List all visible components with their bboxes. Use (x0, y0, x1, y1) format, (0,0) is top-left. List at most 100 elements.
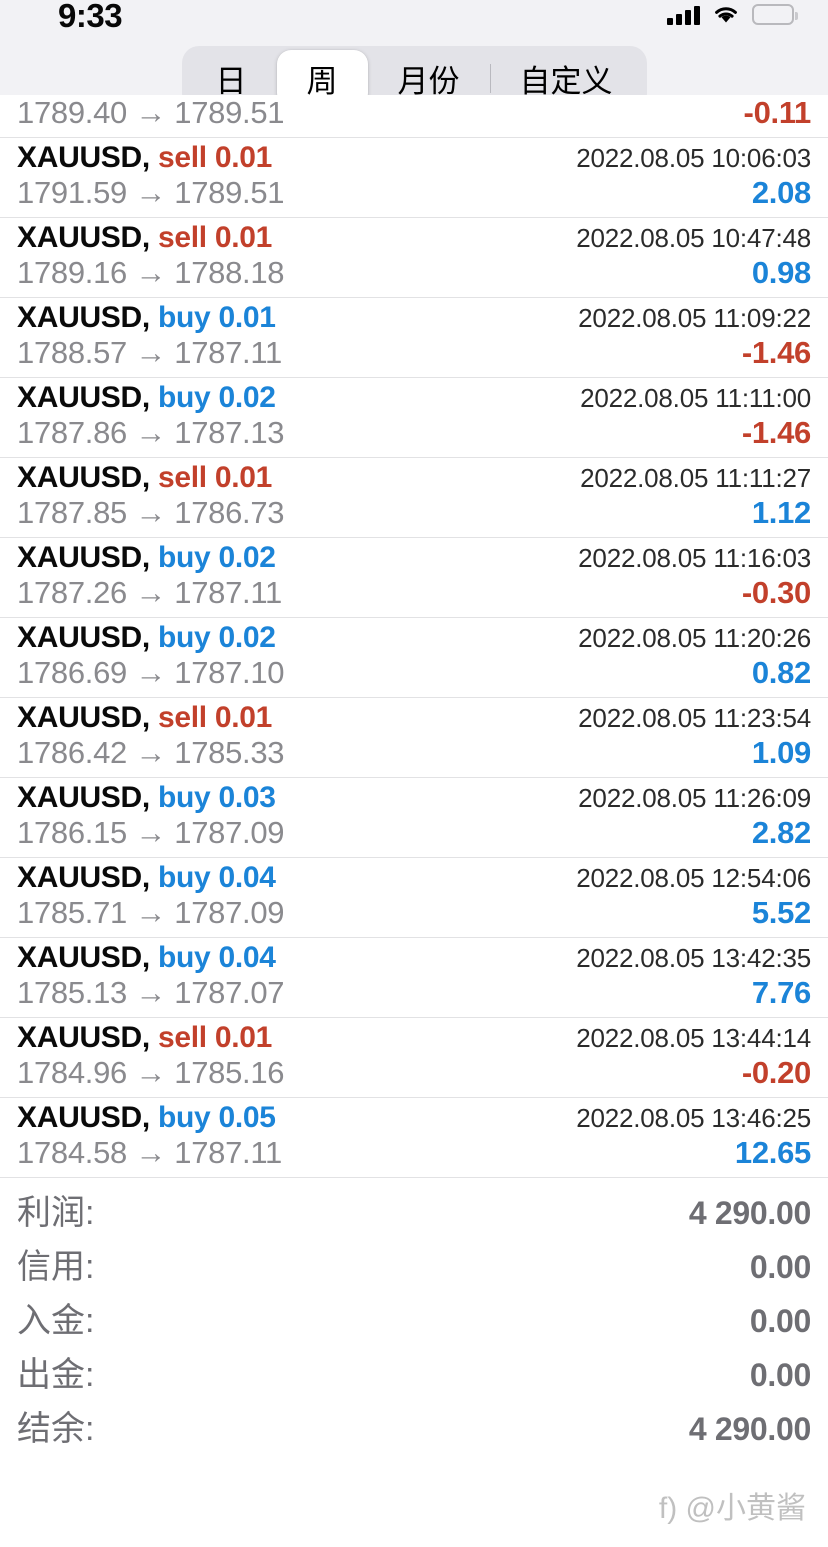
deal-datetime: 2022.08.05 12:54:06 (576, 863, 811, 893)
summary-value: 4 290.00 (688, 1411, 811, 1447)
deal-profit: 0.98 (751, 255, 811, 290)
deal-datetime: 2022.08.05 11:09:22 (578, 303, 811, 333)
deal-row[interactable]: XAUUSD, buy 0.02 2022.08.05 11:16:03 1787.… (0, 538, 828, 618)
deal-row-header: XAUUSD, sell 0.01 2022.08.05 10:06:03 (17, 141, 811, 175)
deal-row[interactable]: XAUUSD, buy 0.04 2022.08.05 12:54:06 1785.… (0, 858, 828, 938)
status-bar-indicators (667, 4, 798, 25)
deal-price-range: 1787.86 → 1787.13 (17, 415, 285, 450)
summary-row: 入金: 0.00 (17, 1290, 811, 1344)
deal-row-prices: 1785.71 → 1787.09 5.52 (17, 895, 811, 931)
deal-side-volume: buy 0.02 (157, 381, 276, 414)
watermark: f) @小黄酱 (658, 1492, 806, 1525)
deal-price-range: 1784.96 → 1785.16 (17, 1055, 285, 1090)
deal-row-prices: 1787.86 → 1787.13 -1.46 (17, 415, 811, 451)
deal-price-range: 1786.69 → 1787.10 (17, 655, 285, 690)
deal-side-volume: sell 0.01 (157, 221, 273, 254)
deal-datetime: 2022.08.05 11:11:00 (580, 383, 811, 413)
deal-row[interactable]: XAUUSD, sell 0.01 2022.08.05 11:11:27 1787… (0, 458, 828, 538)
deal-datetime: 2022.08.05 11:26:09 (578, 783, 811, 813)
deal-profit: 5.52 (751, 895, 811, 930)
period-segmented-control[interactable]: 日 周 月份 自定义 (181, 46, 647, 111)
deal-row[interactable]: XAUUSD, buy 0.03 2022.08.05 11:26:09 1786.… (0, 778, 828, 858)
deal-symbol: XAUUSD, (17, 381, 150, 414)
summary-row: 结余: 4 290.00 (17, 1398, 811, 1452)
summary-value: 0.00 (749, 1303, 811, 1339)
summary-row: 利润: 4 290.00 (17, 1182, 811, 1236)
deal-datetime: 2022.08.05 13:42:35 (576, 943, 811, 973)
deal-symbol-side: XAUUSD, buy 0.02 (17, 621, 276, 655)
deal-row[interactable]: XAUUSD, buy 0.02 2022.08.05 11:11:00 1787.… (0, 378, 828, 458)
deal-symbol: XAUUSD, (17, 781, 150, 814)
deal-datetime: 2022.08.05 10:06:03 (576, 143, 811, 173)
deal-price-range: 1787.85 → 1786.73 (17, 495, 285, 530)
deal-symbol: XAUUSD, (17, 941, 150, 974)
deal-row-header: XAUUSD, buy 0.02 2022.08.05 11:16:03 (17, 541, 811, 575)
deal-row-prices: 1787.85 → 1786.73 1.12 (17, 495, 811, 531)
deal-symbol-side: XAUUSD, sell 0.01 (17, 221, 272, 255)
deal-profit: -0.11 (743, 95, 812, 130)
deal-price-range: 1784.58 → 1787.11 (17, 1135, 282, 1170)
deal-symbol: XAUUSD, (17, 141, 150, 174)
deal-profit: -0.20 (741, 1055, 811, 1090)
deal-price-range: 1788.57 → 1787.11 (17, 335, 282, 370)
deal-row-header: XAUUSD, buy 0.01 2022.08.05 11:09:22 (17, 301, 811, 335)
deal-row-prices: 1786.15 → 1787.09 2.82 (17, 815, 811, 851)
deal-symbol-side: XAUUSD, buy 0.04 (17, 941, 276, 975)
deal-symbol: XAUUSD, (17, 221, 150, 254)
deal-side-volume: buy 0.02 (157, 541, 276, 574)
summary-label: 信用: (17, 1248, 95, 1286)
deal-row[interactable]: XAUUSD, buy 0.01 2022.08.05 11:09:22 1788.… (0, 298, 828, 378)
deal-price-range: 1785.13 → 1787.07 (17, 975, 285, 1010)
deal-price-range: 1791.59 → 1789.51 (17, 175, 285, 210)
deal-row[interactable]: XAUUSD, buy 0.05 2022.08.05 13:46:25 1784.… (0, 1098, 828, 1178)
summary-label: 结余: (17, 1410, 95, 1448)
deal-symbol-side: XAUUSD, sell 0.01 (17, 461, 272, 495)
tab-month[interactable]: 月份 (397, 64, 460, 99)
deal-row-prices: 1791.59 → 1789.51 2.08 (17, 175, 811, 211)
deal-symbol-side: XAUUSD, buy 0.02 (17, 541, 276, 575)
deal-symbol-side: XAUUSD, buy 0.04 (17, 861, 276, 895)
deal-symbol-side: XAUUSD, buy 0.03 (17, 781, 276, 815)
deal-datetime: 2022.08.05 13:44:14 (576, 1023, 811, 1053)
deal-row-prices: 1789.16 → 1788.18 0.98 (17, 255, 811, 291)
deal-symbol: XAUUSD, (17, 701, 150, 734)
deal-side-volume: buy 0.04 (157, 861, 276, 894)
deal-side-volume: sell 0.01 (157, 1021, 273, 1054)
deal-symbol-side: XAUUSD, buy 0.01 (17, 301, 276, 335)
deal-profit: 12.65 (734, 1135, 811, 1170)
deal-row-prices: 1788.57 → 1787.11 -1.46 (17, 335, 811, 371)
tab-custom[interactable]: 自定义 (489, 50, 643, 107)
deal-side-volume: buy 0.02 (157, 621, 276, 654)
deal-row-prices: 1785.13 → 1787.07 7.76 (17, 975, 811, 1011)
deal-side-volume: buy 0.03 (157, 781, 276, 814)
deal-profit: 1.12 (751, 495, 811, 530)
deal-history-list[interactable]: 1789.40 → 1789.51 -0.11 XAUUSD, sell 0.01 2… (0, 95, 828, 1178)
deal-price-range: 1789.40 → 1789.51 (17, 95, 285, 130)
deal-row-header: XAUUSD, buy 0.02 2022.08.05 11:11:00 (17, 381, 811, 415)
deal-row[interactable]: XAUUSD, buy 0.04 2022.08.05 13:42:35 1785.… (0, 938, 828, 1018)
summary-label: 出金: (17, 1356, 95, 1394)
deal-datetime: 2022.08.05 10:47:48 (576, 223, 811, 253)
deal-row[interactable]: XAUUSD, sell 0.01 2022.08.05 11:23:54 1786… (0, 698, 828, 778)
deal-row[interactable]: XAUUSD, sell 0.01 2022.08.05 10:06:03 1791… (0, 138, 828, 218)
status-bar-time: 9:33 (58, 0, 123, 34)
summary-row: 出金: 0.00 (17, 1344, 811, 1398)
deal-row[interactable]: XAUUSD, sell 0.01 2022.08.05 10:47:48 1789… (0, 218, 828, 298)
deal-side-volume: sell 0.01 (157, 701, 273, 734)
deal-row[interactable]: XAUUSD, sell 0.01 2022.08.05 13:44:14 1784… (0, 1018, 828, 1098)
tab-day[interactable]: 日 (215, 64, 247, 99)
deal-row[interactable]: 1789.40 → 1789.51 -0.11 (0, 95, 828, 138)
deal-side-volume: buy 0.01 (157, 301, 276, 334)
deal-side-volume: sell 0.01 (157, 141, 273, 174)
status-bar: 9:33 (0, 0, 828, 34)
deal-symbol-side: XAUUSD, buy 0.02 (17, 381, 276, 415)
deal-profit: 0.82 (751, 655, 811, 690)
deal-datetime: 2022.08.05 11:23:54 (578, 703, 811, 733)
deal-symbol: XAUUSD, (17, 621, 150, 654)
deal-price-range: 1789.16 → 1788.18 (17, 255, 285, 290)
deal-row-prices: 1784.58 → 1787.11 12.65 (17, 1135, 811, 1171)
deal-side-volume: buy 0.05 (157, 1101, 276, 1134)
deal-profit: -0.30 (741, 575, 811, 610)
deal-symbol: XAUUSD, (17, 461, 150, 494)
deal-row[interactable]: XAUUSD, buy 0.02 2022.08.05 11:20:26 1786.… (0, 618, 828, 698)
